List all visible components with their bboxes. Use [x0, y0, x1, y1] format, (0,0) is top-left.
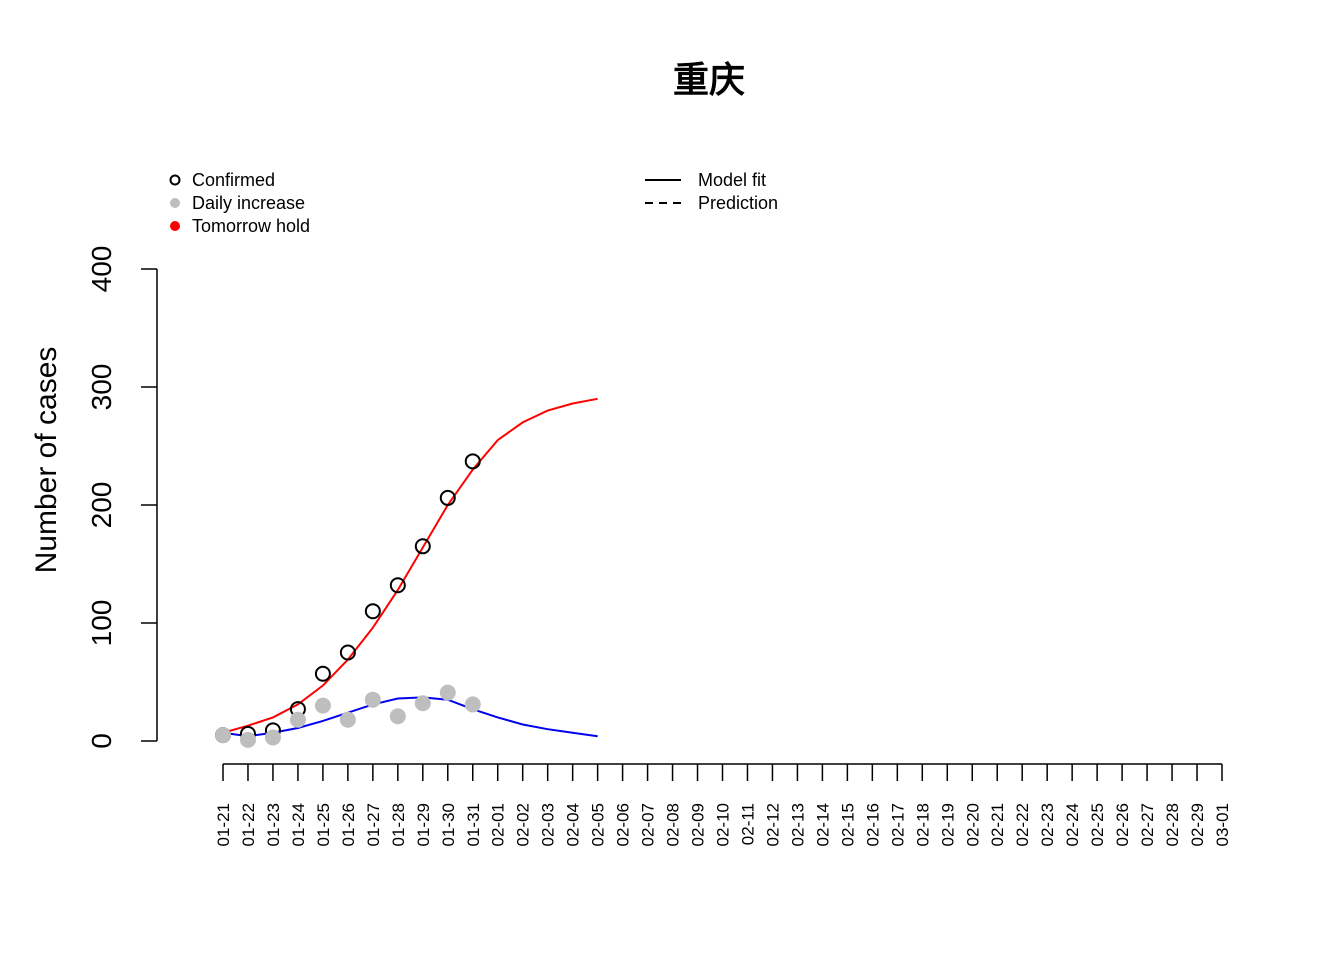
- legend-label: Model fit: [698, 170, 766, 190]
- x-tick-label: 01-26: [339, 803, 358, 846]
- x-tick-label: 02-24: [1063, 803, 1082, 846]
- point: [339, 644, 356, 661]
- x-tick-label: 02-12: [763, 803, 782, 846]
- x-tick-label: 02-10: [714, 803, 733, 846]
- point: [414, 538, 431, 555]
- x-tick-label: 02-29: [1188, 803, 1207, 846]
- x-tick-label: 02-27: [1138, 803, 1157, 846]
- point: [464, 696, 481, 713]
- point: [364, 691, 381, 708]
- point: [464, 453, 481, 470]
- x-tick-label: 02-17: [888, 803, 907, 846]
- x-tick-label: 01-30: [439, 803, 458, 846]
- x-tick-label: 01-29: [414, 803, 433, 846]
- y-tick-label: 100: [86, 600, 117, 647]
- legend-marker: [170, 198, 180, 208]
- point: [439, 489, 456, 506]
- legend-marker: [169, 174, 181, 186]
- x-tick-label: 02-01: [489, 803, 508, 846]
- legend-label: Tomorrow hold: [192, 216, 310, 236]
- x-tick-label: 01-25: [314, 803, 333, 846]
- x-tick-label: 02-13: [788, 803, 807, 846]
- y-axis-label: Number of cases: [30, 347, 63, 574]
- legend-label: Confirmed: [192, 170, 275, 190]
- x-tick-label: 02-28: [1163, 803, 1182, 846]
- x-tick-label: 02-25: [1088, 803, 1107, 846]
- x-tick-label: 02-06: [614, 803, 633, 846]
- chart-title: 重庆: [673, 59, 745, 100]
- x-tick-label: 01-23: [264, 803, 283, 846]
- x-tick-label: 02-11: [738, 803, 757, 845]
- point: [389, 708, 406, 725]
- x-tick-label: 02-15: [838, 803, 857, 846]
- x-tick-label: 02-09: [689, 803, 708, 846]
- point: [264, 729, 281, 746]
- x-tick-label: 02-22: [1013, 803, 1032, 846]
- x-tick-label: 02-04: [564, 803, 583, 846]
- point: [364, 603, 381, 620]
- x-tick-label: 02-23: [1038, 803, 1057, 846]
- x-tick-label: 02-08: [664, 803, 683, 846]
- point: [239, 731, 256, 748]
- y-tick-label: 0: [86, 733, 117, 749]
- fit-line: [222, 696, 598, 738]
- legend-marker: [170, 221, 180, 231]
- x-tick-label: 02-02: [514, 803, 533, 846]
- x-tick-label: 01-31: [464, 803, 483, 846]
- y-tick-label: 300: [86, 364, 117, 411]
- point: [439, 684, 456, 701]
- x-tick-label: 02-05: [589, 803, 608, 846]
- point: [289, 711, 306, 728]
- y-tick-label: 400: [86, 246, 117, 293]
- x-tick-label: 01-22: [239, 803, 258, 846]
- point: [215, 727, 231, 744]
- x-tick-label: 02-03: [539, 803, 558, 846]
- x-tick-label: 02-19: [938, 803, 957, 846]
- x-tick-label: 02-18: [913, 803, 932, 846]
- x-tick-label: 02-14: [813, 803, 832, 846]
- fit-line: [222, 397, 598, 734]
- x-tick-label: 02-26: [1113, 803, 1132, 846]
- x-tick-label: 02-21: [988, 803, 1007, 846]
- point: [314, 665, 331, 682]
- legend-label: Prediction: [698, 193, 778, 213]
- x-tick-label: 01-27: [364, 803, 383, 846]
- point: [339, 711, 356, 728]
- point: [414, 695, 431, 712]
- point: [389, 577, 406, 594]
- x-tick-label: 02-07: [639, 803, 658, 846]
- x-tick-label: 01-21: [214, 803, 233, 846]
- y-tick-label: 200: [86, 482, 117, 529]
- x-tick-label: 01-24: [289, 803, 308, 846]
- x-tick-label: 02-20: [963, 803, 982, 846]
- legend-label: Daily increase: [192, 193, 305, 213]
- point: [314, 697, 331, 714]
- x-tick-label: 01-28: [389, 803, 408, 846]
- x-tick-label: 02-16: [863, 803, 882, 846]
- x-tick-label: 03-01: [1213, 803, 1232, 846]
